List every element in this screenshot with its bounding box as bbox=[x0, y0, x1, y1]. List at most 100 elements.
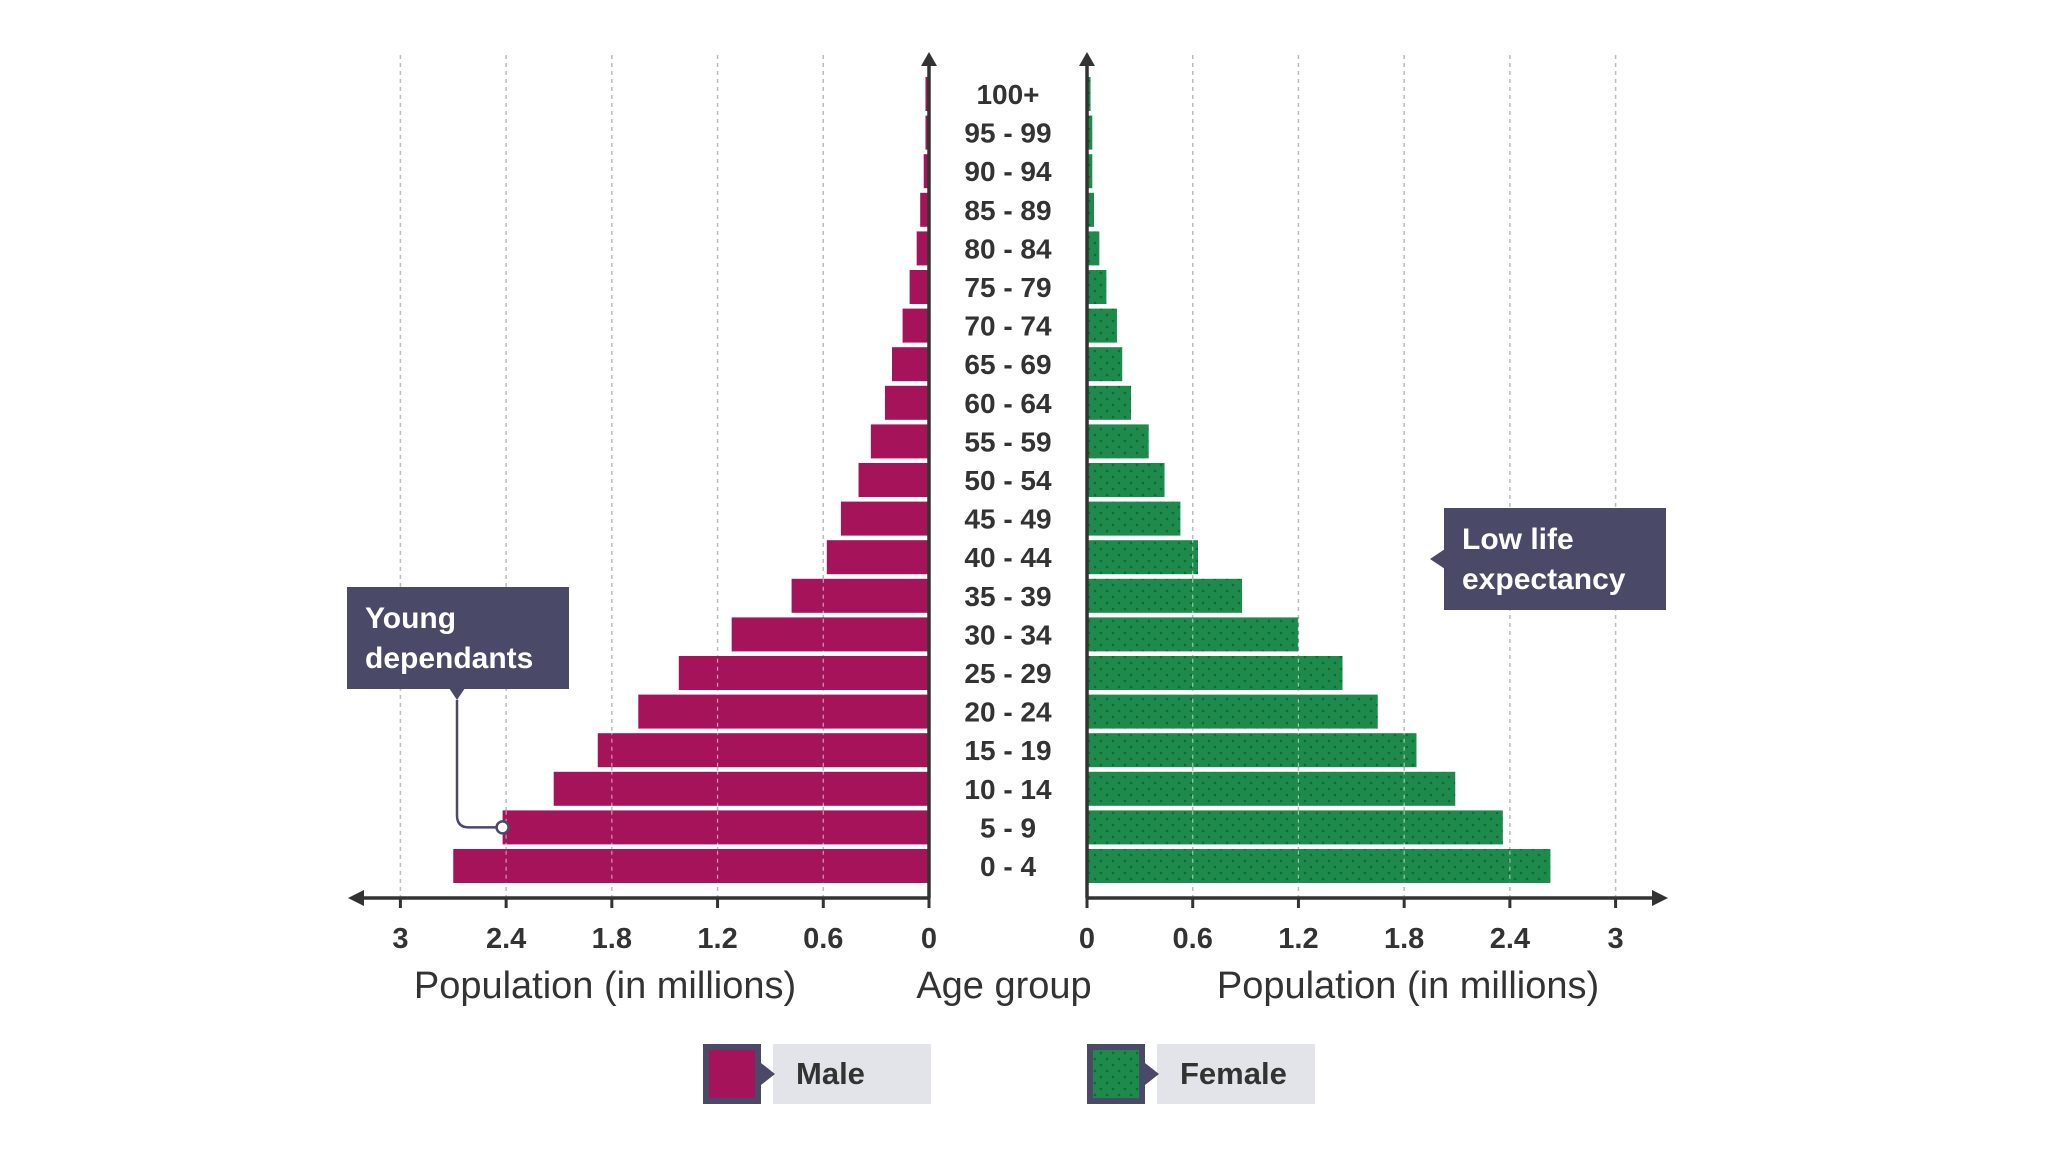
male-bar bbox=[791, 578, 929, 613]
age-group-label: 5 - 9 bbox=[980, 812, 1036, 843]
male-bar bbox=[923, 154, 929, 189]
x-tick-label-right: 0 bbox=[1079, 923, 1095, 955]
x-tick-label-right: 2.4 bbox=[1490, 923, 1530, 955]
male-bar bbox=[870, 424, 929, 459]
male-bar bbox=[826, 540, 929, 575]
male-bar bbox=[858, 463, 929, 497]
x-tick-label-left: 1.2 bbox=[697, 923, 737, 955]
x-axis-title-right: Population (in millions) bbox=[1217, 965, 1599, 1007]
male-bar bbox=[553, 771, 929, 806]
age-group-label: 30 - 34 bbox=[964, 619, 1052, 650]
x-tick-label-left: 0.6 bbox=[803, 923, 843, 955]
age-group-label: 25 - 29 bbox=[964, 658, 1051, 689]
x-tick-label-left: 2.4 bbox=[486, 923, 526, 955]
male-bar bbox=[840, 501, 929, 536]
female-bar bbox=[1087, 424, 1149, 459]
legend-swatch-male bbox=[709, 1050, 755, 1098]
female-bar bbox=[1087, 231, 1100, 266]
male-bar bbox=[502, 810, 929, 845]
age-group-label: 10 - 14 bbox=[964, 774, 1052, 805]
x-axis-title-left: Population (in millions) bbox=[414, 965, 796, 1007]
age-group-label: 55 - 59 bbox=[964, 426, 1051, 457]
age-group-label: 45 - 49 bbox=[964, 504, 1051, 535]
age-group-label: 80 - 84 bbox=[964, 233, 1052, 264]
x-tick-label-left: 1.8 bbox=[592, 923, 632, 955]
female-bar bbox=[1087, 578, 1243, 613]
male-bar bbox=[920, 192, 929, 227]
age-group-label: 95 - 99 bbox=[964, 118, 1051, 149]
callout-young-dependants-text: Young bbox=[365, 602, 456, 635]
callout-leader-line bbox=[455, 700, 503, 829]
age-group-label: 35 - 39 bbox=[964, 581, 1051, 612]
female-bar bbox=[1087, 308, 1117, 343]
female-bar bbox=[1087, 733, 1417, 768]
callout-target-marker bbox=[495, 820, 510, 835]
age-group-label: 60 - 64 bbox=[964, 388, 1052, 419]
callout-pointer-icon bbox=[449, 688, 465, 700]
male-bar bbox=[916, 231, 929, 266]
age-group-label: 20 - 24 bbox=[964, 697, 1052, 728]
female-bar bbox=[1087, 771, 1456, 806]
male-bar bbox=[891, 347, 929, 382]
age-group-label: 50 - 54 bbox=[964, 465, 1052, 496]
x-tick-label-right: 1.8 bbox=[1384, 923, 1424, 955]
male-bar bbox=[884, 385, 929, 420]
legend-swatch-female bbox=[1093, 1050, 1139, 1098]
age-group-label: 100+ bbox=[976, 79, 1039, 110]
male-bar bbox=[925, 115, 929, 150]
age-group-label: 40 - 44 bbox=[964, 542, 1052, 573]
female-bar bbox=[1087, 694, 1378, 729]
female-bar bbox=[1087, 270, 1107, 304]
female-bar bbox=[1087, 810, 1503, 845]
male-bar bbox=[925, 77, 929, 111]
male-bar bbox=[597, 733, 929, 768]
legend-label-male: Male bbox=[796, 1056, 865, 1091]
male-bar bbox=[638, 694, 929, 729]
callout-low-life-expectancy bbox=[1444, 508, 1666, 610]
age-group-label: 70 - 74 bbox=[964, 311, 1052, 342]
callout-low-life-expectancy-text: expectancy bbox=[1462, 563, 1626, 596]
female-bar bbox=[1087, 347, 1123, 382]
callout-young-dependants bbox=[347, 587, 569, 689]
female-bar bbox=[1087, 463, 1165, 497]
age-group-label: 85 - 89 bbox=[964, 195, 1051, 226]
age-group-label: 65 - 69 bbox=[964, 349, 1051, 380]
x-tick-label-right: 0.6 bbox=[1173, 923, 1213, 955]
arrow-up-icon bbox=[1079, 52, 1095, 66]
legend-pointer-icon bbox=[761, 1063, 775, 1085]
male-bar bbox=[678, 656, 929, 690]
age-group-label: 15 - 19 bbox=[964, 735, 1051, 766]
male-bar bbox=[453, 849, 929, 883]
legend-pointer-icon bbox=[1145, 1063, 1159, 1085]
callout-pointer-icon bbox=[1430, 549, 1445, 569]
female-bar bbox=[1087, 385, 1132, 420]
female-bar bbox=[1087, 115, 1093, 150]
female-bar bbox=[1087, 540, 1199, 575]
age-group-label: 75 - 79 bbox=[964, 272, 1051, 303]
x-tick-label-right: 1.2 bbox=[1278, 923, 1318, 955]
female-bar bbox=[1087, 656, 1343, 690]
female-bar bbox=[1087, 77, 1091, 111]
age-group-label: 0 - 4 bbox=[980, 851, 1036, 882]
legend-label-box bbox=[1157, 1044, 1315, 1104]
callout-low-life-expectancy-text: Low life bbox=[1462, 523, 1574, 556]
female-bar bbox=[1087, 501, 1181, 536]
x-tick-label-right: 3 bbox=[1608, 923, 1624, 955]
arrow-left-icon bbox=[348, 890, 364, 906]
age-group-label: 90 - 94 bbox=[964, 156, 1052, 187]
male-bar bbox=[731, 617, 929, 652]
female-bar bbox=[1087, 154, 1093, 189]
arrow-right-icon bbox=[1652, 890, 1668, 906]
female-bar bbox=[1087, 849, 1551, 883]
x-tick-label-left: 3 bbox=[392, 923, 408, 955]
legend-label-female: Female bbox=[1180, 1056, 1287, 1091]
x-axis-title-center: Age group bbox=[916, 965, 1091, 1007]
male-bar bbox=[909, 270, 929, 304]
female-bar bbox=[1087, 192, 1095, 227]
legend-label-box bbox=[773, 1044, 931, 1104]
arrow-up-icon bbox=[921, 52, 937, 66]
male-bar bbox=[902, 308, 929, 343]
callout-young-dependants-text: dependants bbox=[365, 642, 533, 675]
x-tick-label-left: 0 bbox=[921, 923, 937, 955]
